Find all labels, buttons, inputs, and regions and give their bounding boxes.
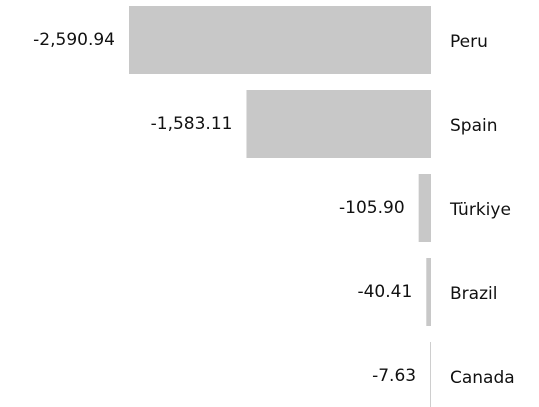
value-label: -1,583.11: [151, 114, 233, 134]
bar: [426, 258, 431, 326]
category-label: Canada: [450, 368, 515, 388]
value-label: -105.90: [339, 198, 405, 218]
category-label: Spain: [450, 116, 498, 136]
bar: [246, 90, 431, 158]
bar: [129, 6, 431, 74]
bar: [418, 174, 431, 242]
category-label: Peru: [450, 32, 488, 52]
category-label: Brazil: [450, 284, 497, 304]
bar: [430, 342, 431, 407]
category-label: Türkiye: [449, 200, 511, 220]
value-label: -2,590.94: [33, 30, 115, 50]
value-label: -7.63: [372, 366, 416, 386]
value-label: -40.41: [357, 282, 412, 302]
